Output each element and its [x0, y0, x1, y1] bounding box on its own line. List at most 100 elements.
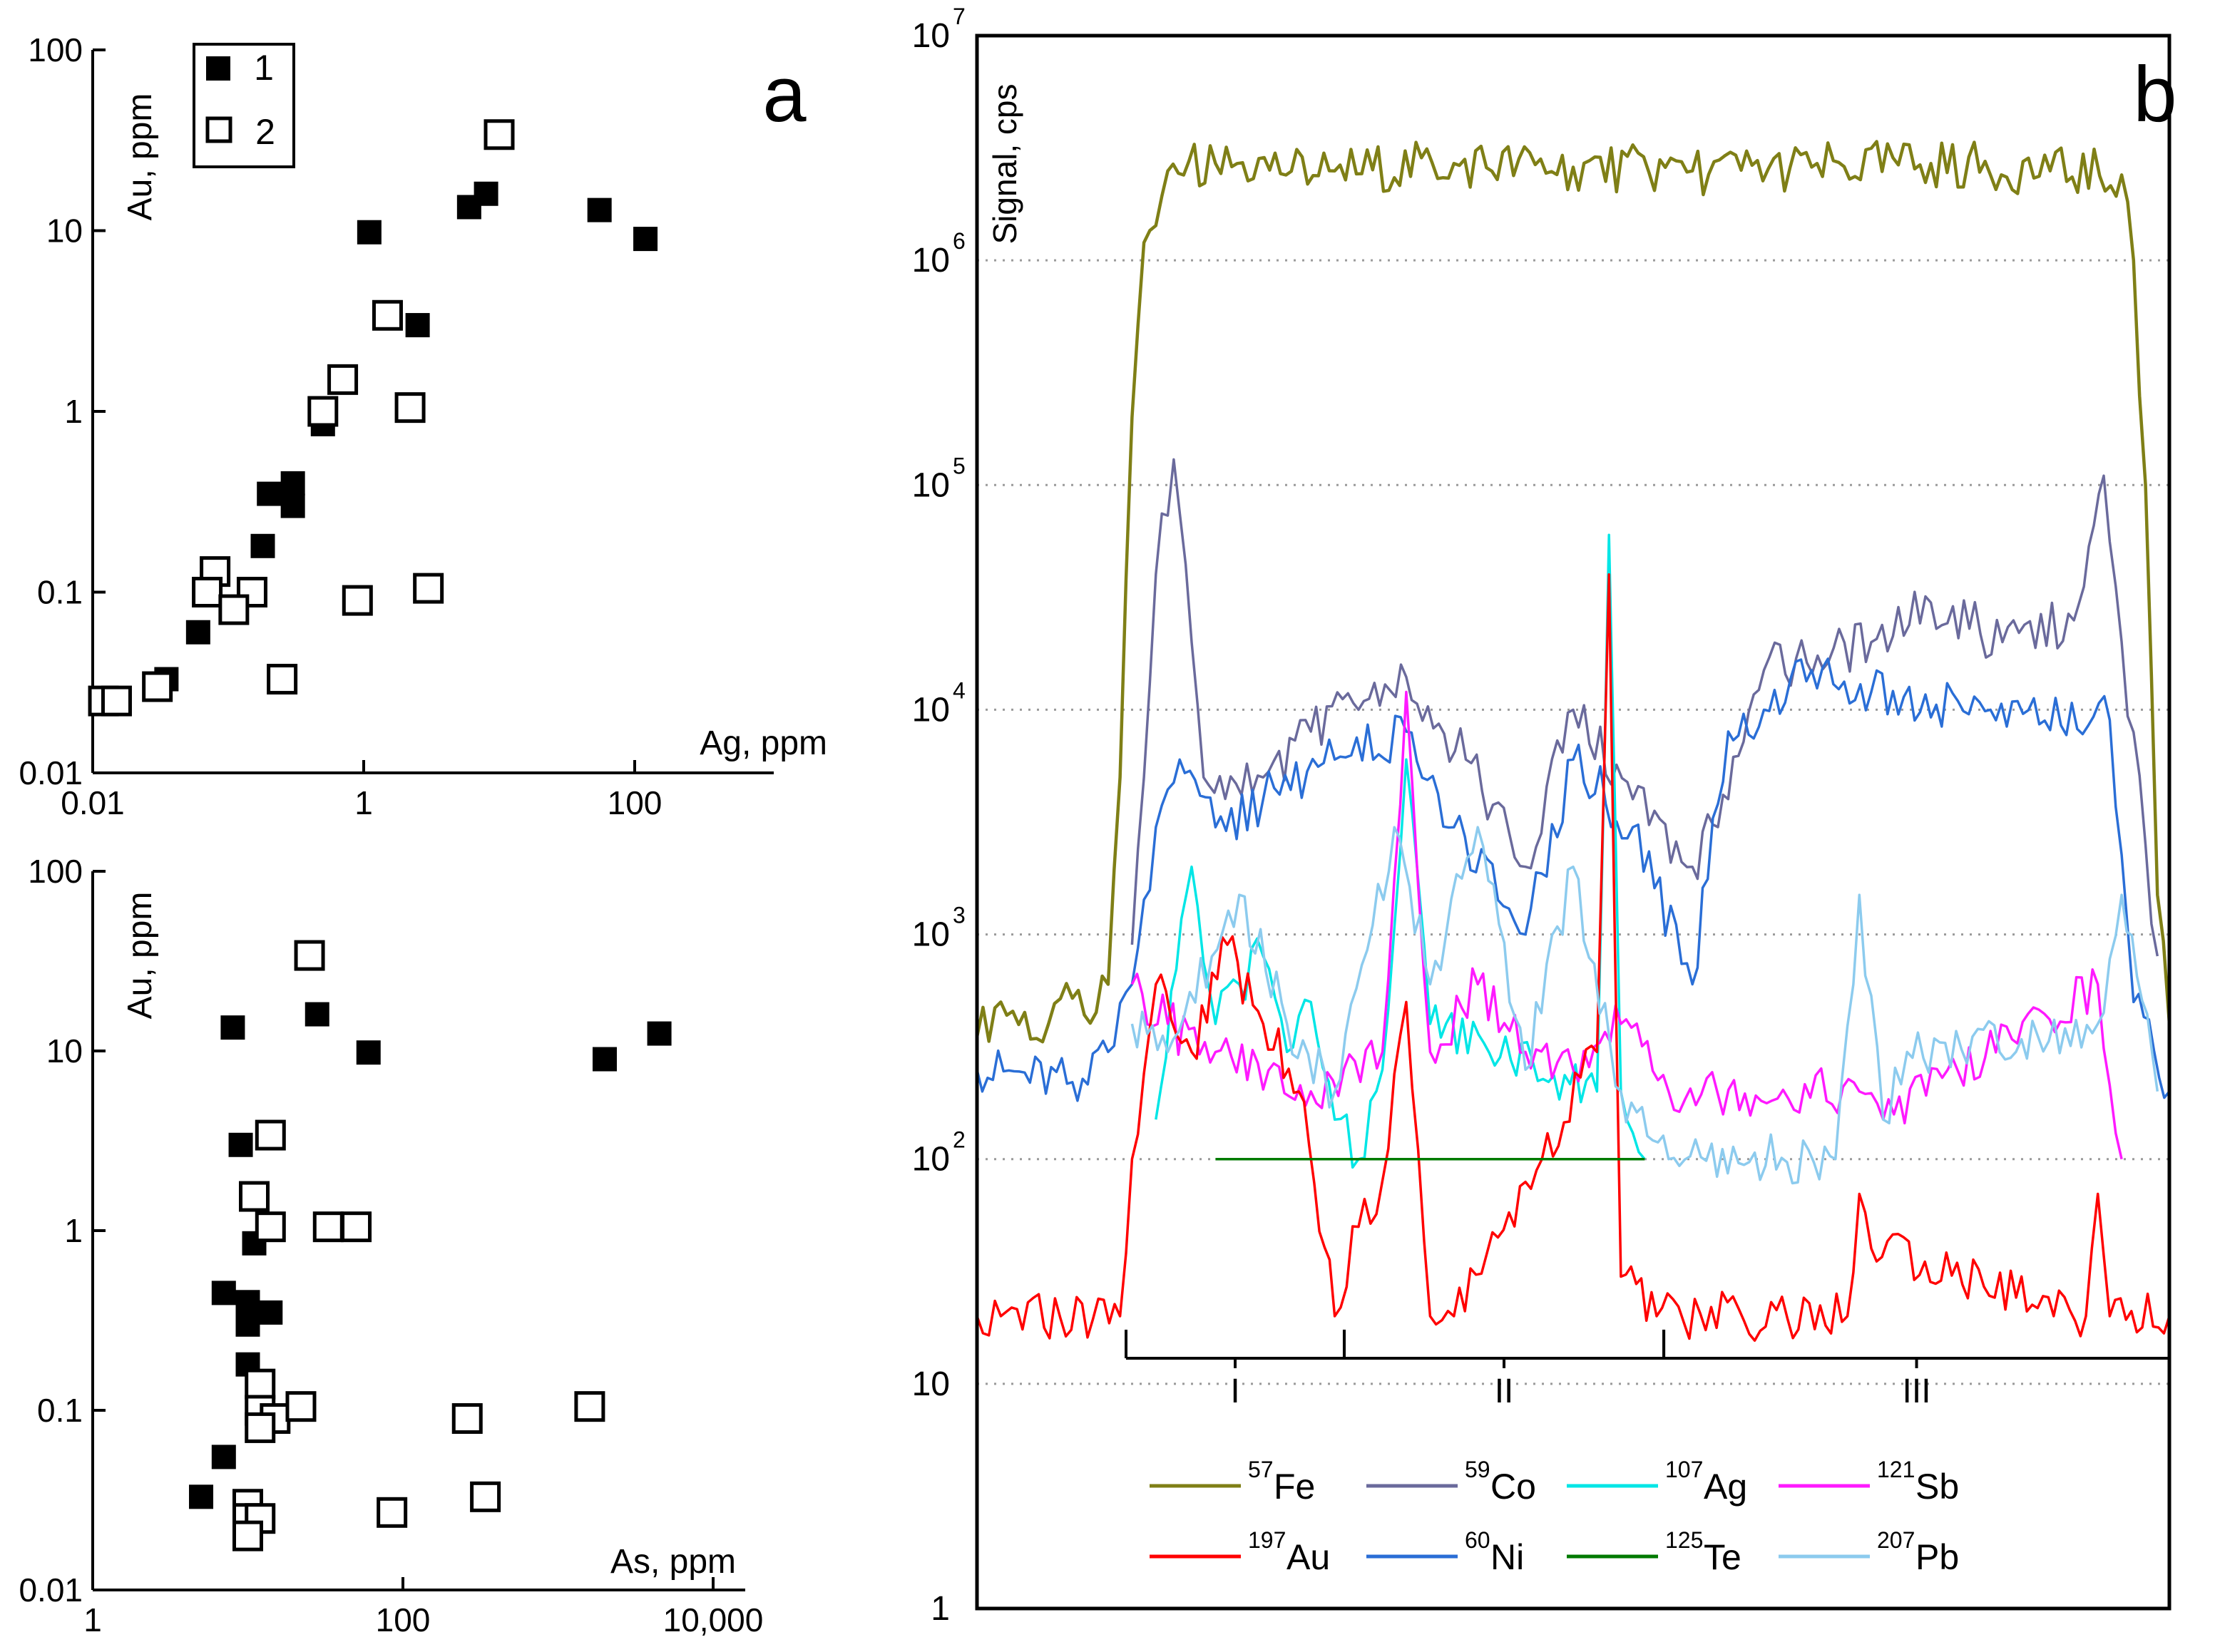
a-bottom-point-filled: [228, 1132, 253, 1157]
a-top-point-filled: [250, 533, 275, 558]
a-top-point-open: [394, 392, 426, 424]
panel-label-a: a: [762, 51, 807, 138]
legend-element-pb: Pb: [1915, 1537, 1959, 1577]
a-top-point-open: [413, 573, 444, 604]
a-top-point-filled: [633, 227, 658, 252]
a-bottom-point-filled: [356, 1040, 381, 1065]
a-top-point-filled: [474, 181, 498, 206]
series-line-pb: [1130, 826, 2159, 1185]
a-top-point-filled: [357, 220, 382, 245]
series-line-fe: [977, 140, 2169, 1044]
a-bottom-ytick-label: 100: [28, 853, 83, 890]
a-top-ytick-label: 0.1: [37, 574, 83, 611]
series-line-co: [1130, 458, 2159, 957]
legend-mass-ag: 107: [1665, 1457, 1703, 1482]
b-ytick-label: 1: [931, 1590, 950, 1628]
b-ytick-label: 10: [912, 17, 950, 55]
a-top-point-filled: [257, 481, 282, 506]
legend-element-au: Au: [1286, 1537, 1330, 1577]
a-bottom-point-filled: [211, 1281, 236, 1305]
a-top-point-open: [101, 685, 132, 717]
a-bottom-point-filled: [189, 1484, 214, 1509]
legend-mass-sb: 121: [1877, 1457, 1915, 1482]
a-top-point-filled: [280, 471, 305, 496]
legend-mass-au: 197: [1248, 1527, 1286, 1553]
a-bottom-point-open: [232, 1520, 263, 1551]
a-top-point-open: [142, 671, 173, 702]
a-bottom-point-open: [239, 1181, 270, 1212]
a-top-xtick-label: 100: [608, 784, 663, 821]
a-bottom-point-filled: [305, 1002, 329, 1027]
a-top-xtick-label: 1: [354, 784, 373, 821]
b-ytick-exponent: 2: [953, 1127, 966, 1153]
b-ytick-label: 10: [912, 242, 950, 279]
a-bottom-point-filled: [235, 1290, 260, 1315]
a-bottom-point-open: [377, 1497, 408, 1528]
b-ytick-exponent: 5: [953, 453, 966, 478]
a-top-ytick-label: 100: [28, 31, 83, 68]
legend-element-sb: Sb: [1915, 1467, 1959, 1507]
a-top-point-open: [192, 577, 223, 607]
b-ytick-exponent: 6: [953, 228, 966, 254]
a-bottom-ytick-label: 1: [64, 1212, 83, 1249]
a-top-ytick-label: 0.01: [19, 754, 83, 791]
legend-label-2: 2: [255, 112, 275, 152]
a-bottom-point-filled: [592, 1047, 617, 1072]
b-ytick-label: 10: [912, 691, 950, 729]
a-top-point-filled: [587, 197, 612, 222]
a-bottom-ytick-label: 10: [46, 1032, 83, 1069]
b-ytick-label: 10: [912, 1141, 950, 1179]
a-top-point-open: [342, 585, 373, 616]
panel-label-b: b: [2133, 51, 2176, 138]
series-line-ag: [1155, 533, 1646, 1169]
a-top-ytick-label: 1: [64, 393, 83, 430]
zone-label: II: [1495, 1373, 1514, 1410]
a-bottom-point-filled: [647, 1021, 672, 1046]
legend-frame: [193, 43, 295, 168]
a-top-point-open: [307, 396, 339, 427]
a-top-point-open: [484, 119, 515, 150]
a-bottom-xtick-label: 100: [376, 1601, 431, 1638]
legend-mass-co: 59: [1465, 1457, 1490, 1482]
a-top-xlabel: Ag, ppm: [700, 724, 827, 762]
a-bottom-point-open: [285, 1391, 317, 1422]
a-top-point-filled: [405, 313, 430, 338]
a-bottom-point-filled: [235, 1312, 260, 1337]
a-top-ylabel: Au, ppm: [121, 93, 159, 221]
zone-label: III: [1903, 1373, 1931, 1410]
a-bottom-ytick-label: 0.1: [37, 1392, 83, 1429]
a-bottom-point-open: [294, 940, 325, 971]
a-bottom-point-filled: [258, 1300, 283, 1325]
b-plot-frame: [975, 34, 2171, 1611]
a-bottom-ylabel: Au, ppm: [121, 892, 159, 1020]
legend-element-co: Co: [1490, 1467, 1536, 1507]
a-top-point-filled: [185, 620, 210, 645]
panel-a-bottom-scatter: 0.01 0.1 1 10 100 1 100 10,000 Au, ppm As, ppm: [19, 853, 763, 1638]
a-bottom-point-open: [451, 1403, 483, 1435]
a-bottom-point-open: [245, 1368, 276, 1400]
a-bottom-xlabel: As, ppm: [610, 1543, 736, 1581]
legend-mass-ni: 60: [1465, 1527, 1490, 1553]
legend-mass-fe: 57: [1248, 1457, 1274, 1482]
a-bottom-xtick-label: 10,000: [663, 1601, 764, 1638]
a-top-point-open: [372, 299, 403, 331]
b-ytick-exponent: 3: [953, 903, 966, 928]
a-top-point-open: [267, 664, 298, 695]
a-top-xtick-label: 0.01: [61, 784, 125, 821]
a-bottom-xtick-label: 1: [83, 1601, 102, 1638]
a-bottom-point-open: [574, 1391, 605, 1422]
b-ytick-label: 10: [912, 916, 950, 954]
a-bottom-point-filled: [211, 1445, 236, 1469]
a-bottom-point-open: [312, 1211, 344, 1243]
legend-label-1: 1: [254, 48, 274, 88]
a-top-point-filled: [280, 493, 305, 518]
legend-mass-pb: 207: [1877, 1527, 1915, 1553]
b-ytick-exponent: 4: [953, 677, 966, 703]
a-top-ytick-label: 10: [46, 212, 83, 250]
b-ylabel: Signal, cps: [986, 83, 1023, 244]
a-bottom-point-filled: [220, 1015, 245, 1040]
a-bottom-point-open: [470, 1481, 501, 1512]
